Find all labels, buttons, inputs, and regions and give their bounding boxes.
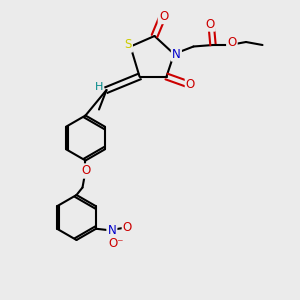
Text: O: O <box>206 17 214 31</box>
Text: N: N <box>107 224 116 237</box>
Text: O⁻: O⁻ <box>108 237 124 250</box>
Text: O: O <box>159 10 168 23</box>
Text: O: O <box>82 164 91 178</box>
Text: O: O <box>186 77 195 91</box>
Text: N: N <box>172 47 181 61</box>
Text: O: O <box>227 36 236 49</box>
Text: O: O <box>123 221 132 234</box>
Text: H: H <box>95 82 103 92</box>
Text: S: S <box>124 38 132 52</box>
